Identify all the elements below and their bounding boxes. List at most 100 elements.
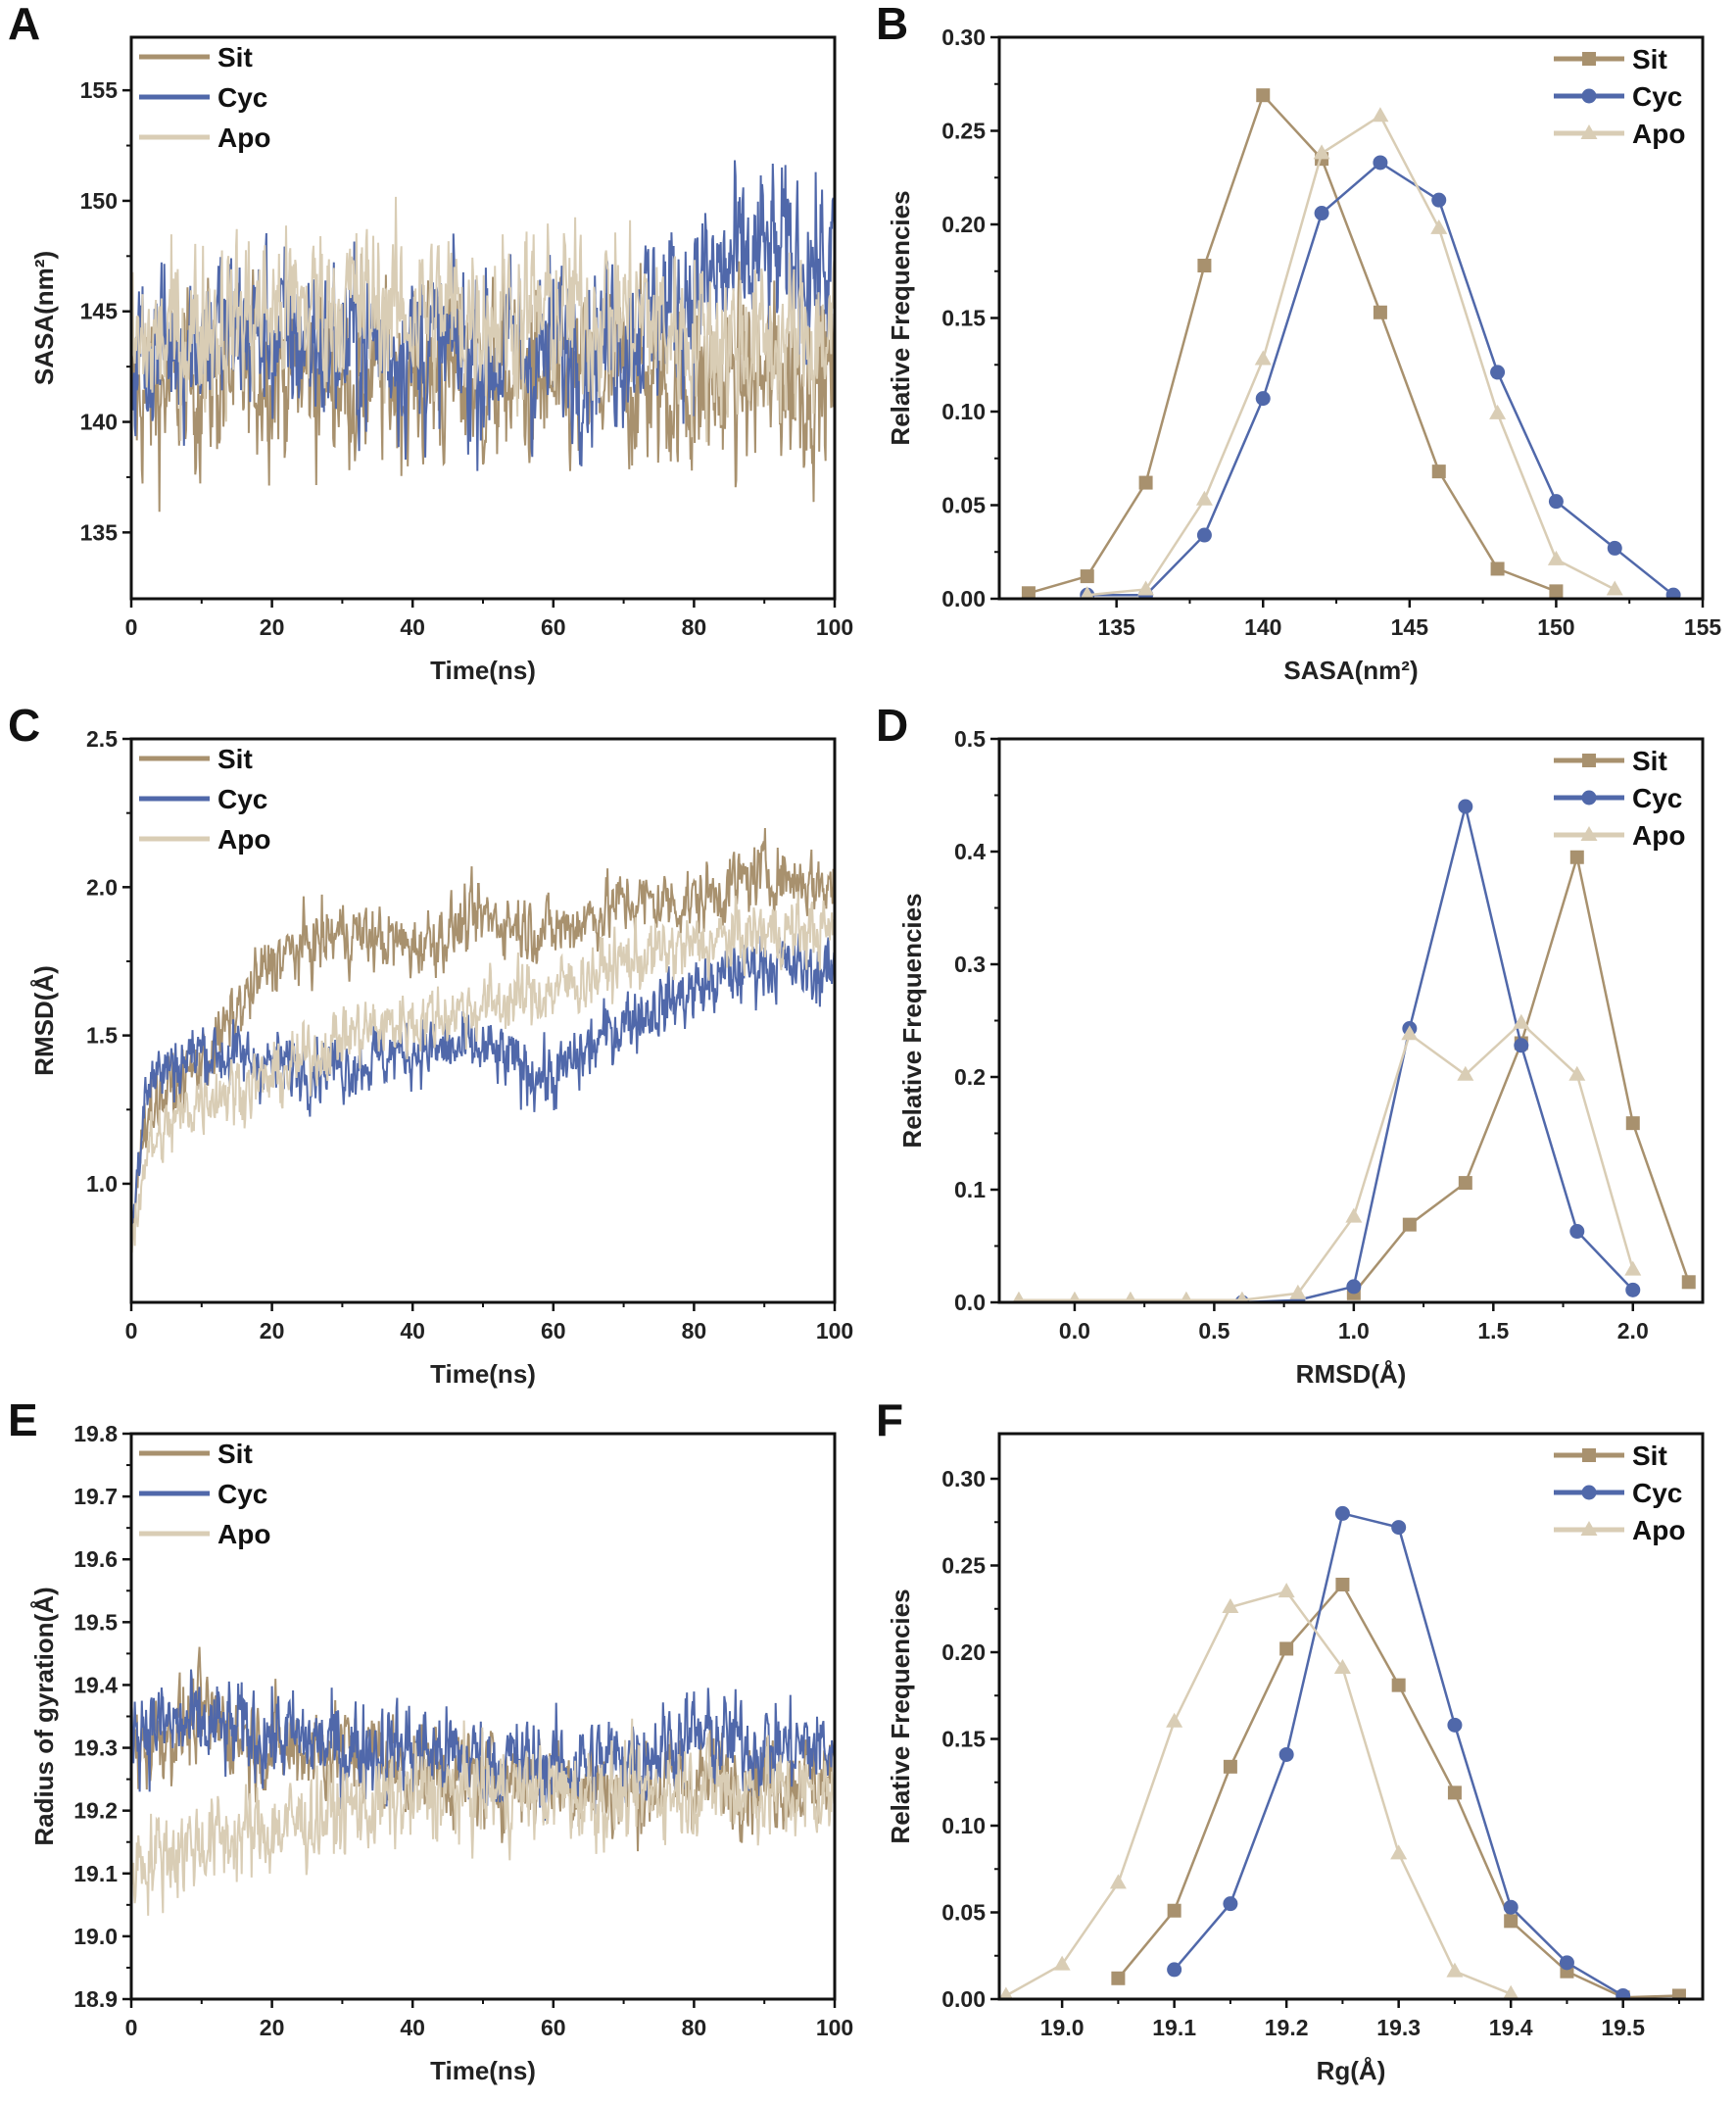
legend: Sit Cyc Apo: [139, 1439, 270, 1549]
panel-c: C 0 20 40 60 80 100 1.0 1.5 2.0 2.5 Time(ns) RMSD(Å)…: [8, 700, 853, 1389]
data-point-apo: [1235, 1291, 1249, 1302]
data-point-apo: [1513, 1013, 1530, 1029]
legend: Sit Cyc Apo: [139, 744, 270, 855]
data-point-cyc: [1391, 1520, 1407, 1536]
y-tick-label: 2.0: [86, 874, 118, 900]
data-point-sit: [1111, 1971, 1126, 1985]
data-point-apo: [1166, 1712, 1183, 1728]
data-point-apo: [1254, 350, 1272, 366]
y-tick-label: 0.00: [941, 586, 986, 611]
data-point-cyc: [1223, 1896, 1238, 1912]
y-tick-label: 0.10: [941, 399, 986, 424]
x-axis-label: Rg(Å): [1317, 2056, 1386, 2085]
y-tick-label: 145: [80, 299, 119, 324]
legend-label-sit: Sit: [1632, 746, 1667, 776]
series-line-apo: [1018, 1021, 1635, 1301]
data-point-sit: [1549, 584, 1564, 599]
data-point-apo: [1446, 1962, 1464, 1978]
data-point-sit: [1138, 475, 1153, 490]
data-point-apo: [1489, 404, 1507, 419]
legend-label-apo: Apo: [1632, 119, 1685, 149]
panel-f: F 19.0 19.1 19.2 19.3 19.4 19.5 0.00 0.05 0.10 0.1…: [876, 1394, 1705, 2085]
data-point-apo: [1068, 1291, 1082, 1302]
legend-marker: [1582, 52, 1596, 66]
data-point-cyc: [1167, 1962, 1182, 1978]
data-point-cyc: [1458, 799, 1473, 814]
y-tick-label: 19.4: [73, 1672, 118, 1697]
data-point-apo: [1430, 219, 1448, 234]
y-tick-label: 150: [80, 188, 118, 214]
series-line-apo: [1086, 114, 1615, 597]
panel-e: E 0 20 40 60 80 100 18.9 19.0 19.1 19.2 19.3 19.4 19.…: [8, 1394, 853, 2085]
series-line-apo: [131, 1718, 835, 1916]
legend-label-apo: Apo: [1632, 1515, 1685, 1545]
x-tick-label: 0: [125, 614, 138, 640]
y-tick-label: 0.3: [954, 952, 986, 977]
y-tick-label: 1.5: [86, 1023, 118, 1049]
legend-marker: [1581, 1485, 1597, 1500]
data-point-sit: [1447, 1785, 1462, 1800]
x-tick-label: 80: [682, 1318, 707, 1344]
legend-label-sit: Sit: [1632, 1441, 1667, 1471]
data-point-sit: [1197, 259, 1212, 273]
legend-label-cyc: Cyc: [217, 82, 267, 113]
data-point-apo: [1109, 1874, 1127, 1889]
data-point-apo: [1345, 1207, 1363, 1223]
y-axis-label: Relative Frequencies: [897, 893, 927, 1148]
data-point-cyc: [1514, 1038, 1529, 1053]
data-point-cyc: [1607, 540, 1622, 556]
series-line-apo: [1005, 1589, 1512, 1997]
x-tick-label: 100: [816, 2015, 853, 2040]
x-tick-label: 40: [400, 2015, 425, 2040]
series-line-sit: [1028, 92, 1557, 595]
data-point-apo: [1124, 1291, 1137, 1302]
data-point-apo: [1606, 580, 1623, 596]
x-tick-label: 2.0: [1617, 1318, 1649, 1344]
data-point-apo: [1012, 1291, 1026, 1302]
data-point-cyc: [1255, 391, 1271, 407]
data-point-sit: [1402, 1217, 1417, 1232]
x-tick-label: 40: [400, 1318, 425, 1344]
data-point-sit: [1504, 1914, 1519, 1929]
data-point-sit: [1458, 1176, 1472, 1191]
x-tick-label: 19.5: [1601, 2015, 1645, 2040]
legend-label-apo: Apo: [217, 122, 270, 153]
legend: Sit Cyc Apo: [1554, 746, 1685, 851]
data-point-sit: [1373, 305, 1387, 319]
y-axis-label: Relative Frequencies: [886, 190, 915, 445]
x-tick-label: 19.4: [1489, 2015, 1533, 2040]
x-tick-label: 135: [1097, 614, 1135, 640]
x-tick-label: 155: [1684, 614, 1722, 640]
data-point-sit: [1279, 1641, 1294, 1656]
series-line-apo: [131, 891, 835, 1253]
y-tick-label: 19.1: [73, 1861, 118, 1886]
data-point-cyc: [1548, 494, 1564, 510]
x-axis-label: SASA(nm²): [1283, 656, 1418, 685]
x-tick-label: 20: [260, 1318, 285, 1344]
legend-label-sit: Sit: [217, 42, 253, 73]
y-tick-label: 0.0: [954, 1290, 986, 1315]
panel-letter: A: [8, 0, 40, 49]
plot-area: [131, 160, 835, 513]
data-point-apo: [1568, 1065, 1586, 1081]
data-point-apo: [1137, 580, 1155, 596]
data-point-apo: [1401, 1025, 1419, 1041]
legend-label-apo: Apo: [217, 824, 270, 855]
x-tick-label: 100: [816, 614, 853, 640]
y-tick-label: 19.3: [73, 1735, 118, 1761]
data-point-apo: [1195, 490, 1213, 506]
series-line-sit: [131, 827, 835, 1243]
data-point-apo: [1390, 1844, 1408, 1860]
legend-marker: [1581, 88, 1597, 104]
plot-frame: [997, 1432, 1705, 2001]
legend-marker: [1581, 790, 1597, 806]
data-point-sit: [1671, 1988, 1686, 1999]
data-point-cyc: [1373, 155, 1388, 171]
data-point-apo: [1053, 1955, 1071, 1971]
data-point-apo: [1289, 1284, 1307, 1299]
data-point-apo: [999, 1986, 1013, 1999]
legend-marker: [1580, 1521, 1598, 1536]
y-tick-label: 19.5: [73, 1609, 118, 1635]
y-tick-label: 0.05: [941, 493, 986, 518]
data-point-cyc: [1490, 365, 1506, 380]
